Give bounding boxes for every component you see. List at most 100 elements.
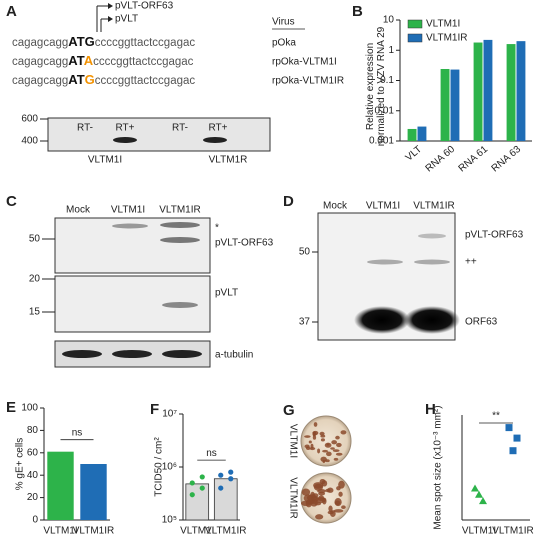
size-marker: 50	[299, 247, 311, 258]
blot-band	[414, 259, 450, 265]
sequence-part: A	[84, 53, 94, 68]
bar	[516, 41, 526, 141]
sequence-part: ccccggttactccgagac	[93, 56, 194, 68]
panel-label: E	[6, 399, 16, 416]
plaque	[322, 449, 329, 453]
promoter-label: pVLT-ORF63	[115, 1, 174, 12]
size-marker: 15	[29, 307, 41, 318]
y-tick-label: 0	[32, 515, 38, 526]
plaque	[317, 488, 326, 494]
x-tick-label: VLTM1I	[462, 526, 496, 537]
plaque	[333, 509, 344, 513]
plaque	[322, 497, 327, 505]
plaque	[317, 448, 321, 454]
band-label: ORF63	[465, 317, 498, 328]
promoter-label: pVLT	[115, 14, 138, 25]
x-tick-label: VLTM1IR	[492, 526, 534, 537]
significance-label: ns	[206, 448, 217, 459]
plate-label: VLTM1IR	[287, 477, 298, 519]
sequence-part: AT	[68, 53, 84, 68]
panel-label: H	[425, 401, 436, 418]
sample-label: VLTM1R	[209, 155, 248, 166]
bar	[47, 451, 74, 520]
sequence: cagagcaggATAccccggttactccgagac	[12, 53, 194, 68]
band-label: pVLT	[215, 288, 238, 299]
panel-label: B	[352, 3, 363, 20]
blot-band	[112, 223, 148, 229]
blot-band	[367, 259, 403, 265]
panel-label: C	[6, 193, 17, 210]
data-point	[505, 424, 513, 432]
blot-band	[418, 233, 446, 239]
data-point	[228, 469, 234, 475]
bar	[417, 126, 427, 141]
bar	[213, 478, 238, 521]
significance-label: **	[492, 411, 500, 422]
plaque	[309, 447, 316, 451]
y-tick-label: 0.01	[375, 105, 395, 116]
sequence-part: ccccggttactccgagac	[95, 75, 196, 87]
legend-label: VLTM1IR	[426, 33, 468, 44]
plaque	[319, 431, 325, 436]
y-tick-label: 1	[388, 45, 394, 56]
data-point	[218, 485, 224, 491]
gel	[47, 117, 271, 152]
panel-label: G	[283, 402, 295, 419]
y-axis-label-line: normalized to VZV RNA 29	[376, 26, 387, 146]
sequence-part: cagagcagg	[12, 56, 68, 68]
data-point	[228, 476, 234, 482]
plaque	[326, 451, 332, 457]
plaque	[304, 435, 311, 438]
plaque	[330, 447, 335, 450]
data-point	[513, 434, 521, 442]
y-tick-label: 0.1	[380, 75, 394, 86]
virus-name: rpOka-VLTM1IR	[272, 76, 344, 87]
y-tick-label: 10	[383, 15, 395, 26]
lane-label: Mock	[66, 205, 91, 216]
lane-label: VLTM1IR	[413, 201, 455, 212]
bar	[473, 42, 483, 141]
data-point	[199, 485, 205, 491]
plaque	[314, 501, 322, 506]
plaque	[340, 430, 347, 435]
size-marker: 37	[299, 317, 311, 328]
sequence-part: G	[85, 72, 95, 87]
plaque	[313, 422, 318, 427]
legend-label: VLTM1I	[426, 19, 460, 30]
plaque	[338, 480, 345, 489]
bar	[483, 39, 493, 142]
size-marker: 400	[21, 136, 38, 147]
data-point	[479, 497, 487, 505]
plaque	[312, 496, 319, 502]
y-axis-label-line: Relative expression	[365, 43, 376, 130]
legend-swatch	[407, 19, 423, 29]
plaque	[338, 491, 343, 497]
lane-label: RT-	[77, 123, 93, 134]
virus-name: pOka	[272, 38, 296, 49]
plaque	[327, 487, 334, 493]
arrow-head	[108, 16, 113, 22]
y-axis-label: % gE+ cells	[15, 438, 26, 491]
band-label: pVLT-ORF63	[215, 238, 274, 249]
plaque	[320, 438, 325, 442]
sequence-part: cagagcagg	[12, 75, 68, 87]
data-point	[509, 447, 517, 455]
plaque	[332, 449, 340, 453]
blot-band	[112, 350, 152, 358]
plaque	[315, 514, 324, 520]
blot-band	[62, 350, 102, 358]
lane-label: VLTM1I	[111, 205, 145, 216]
band-label: *	[215, 223, 219, 234]
x-tick-label: VLTM1I	[43, 526, 77, 537]
y-axis-label: Mean spot size (x10⁻³ mm²)	[433, 405, 444, 529]
plaque	[321, 480, 328, 487]
plaque	[331, 440, 338, 445]
x-tick-label: VLTM1I	[180, 526, 214, 537]
sequence: cagagcaggATGccccggttactccgagac	[12, 72, 195, 87]
plate-label: VLTM1I	[287, 424, 298, 458]
sequence-part: cagagcagg	[12, 37, 68, 49]
panel-label: A	[6, 3, 17, 20]
sequence-part: AT	[68, 72, 84, 87]
data-point	[199, 474, 205, 480]
